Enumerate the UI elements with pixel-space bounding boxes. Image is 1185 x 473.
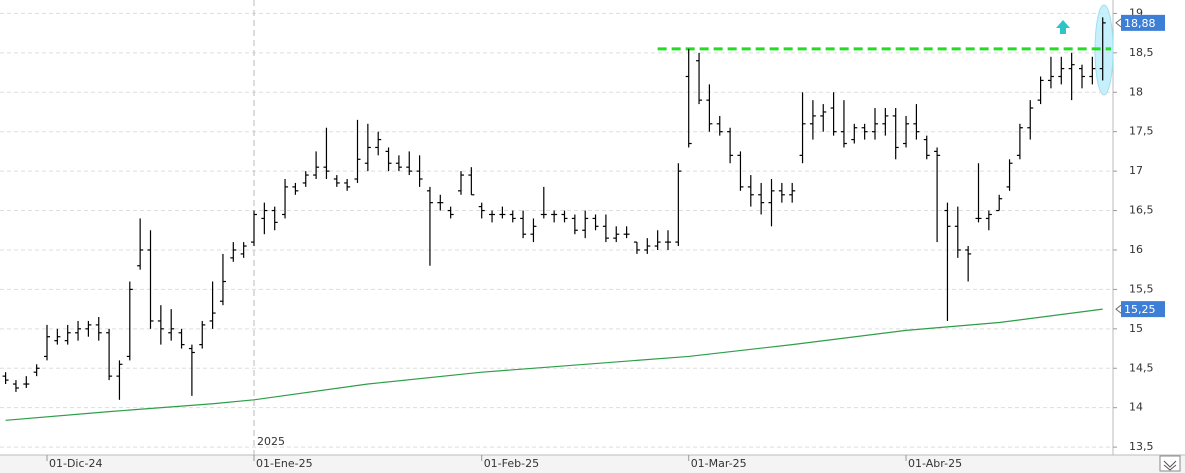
x-tick-label: 01-Mar-25 bbox=[691, 457, 747, 470]
year-label: 2025 bbox=[257, 435, 285, 448]
ma-label-box bbox=[1121, 301, 1165, 318]
ma-pointer bbox=[1115, 304, 1122, 314]
y-tick-label: 17,5 bbox=[1129, 125, 1154, 138]
last-price-label: 18,88 bbox=[1124, 17, 1156, 30]
y-tick-label: 14,5 bbox=[1129, 361, 1154, 374]
x-tick-label: 01-Dic-24 bbox=[49, 457, 103, 470]
y-tick-label: 18,5 bbox=[1129, 46, 1154, 59]
settings-icon-chevron bbox=[1163, 460, 1177, 471]
y-tick-label: 15 bbox=[1129, 322, 1143, 335]
moving-average-line bbox=[5, 308, 1103, 421]
y-tick-label: 17 bbox=[1129, 164, 1143, 177]
last-price-box bbox=[1121, 14, 1165, 31]
x-tick-label: 01-Ene-25 bbox=[256, 457, 313, 470]
y-tick-label: 13,5 bbox=[1129, 440, 1154, 453]
y-tick-label: 16,5 bbox=[1129, 204, 1154, 217]
last-price-pointer bbox=[1115, 18, 1122, 28]
settings-icon[interactable] bbox=[1159, 455, 1181, 472]
y-tick-label: 18 bbox=[1129, 85, 1143, 98]
y-tick-label: 14 bbox=[1129, 401, 1143, 414]
x-tick-label: 01-Abr-25 bbox=[908, 457, 962, 470]
y-tick-label: 16 bbox=[1129, 243, 1143, 256]
x-tick-label: 01-Feb-25 bbox=[484, 457, 539, 470]
up-arrow bbox=[1056, 20, 1070, 34]
ma-last-label: 15,25 bbox=[1124, 303, 1156, 316]
y-tick-label: 15,5 bbox=[1129, 282, 1154, 295]
x-axis-band bbox=[0, 455, 1185, 473]
